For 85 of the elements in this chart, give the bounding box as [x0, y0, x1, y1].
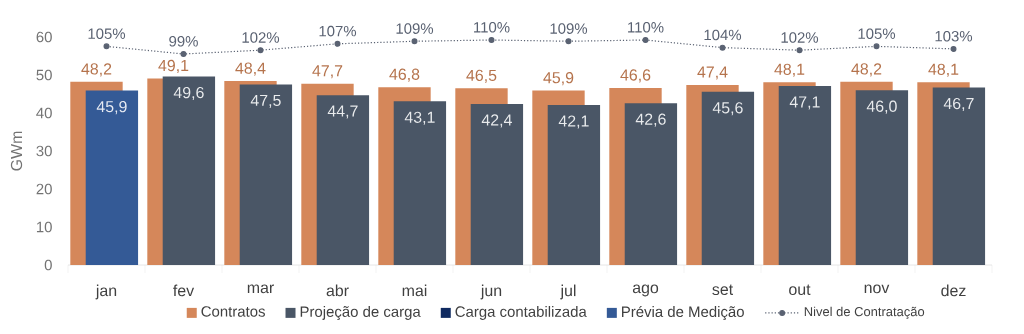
bar [624, 103, 678, 265]
data-label: 105% [88, 28, 126, 39]
data-label: 45,9 [96, 100, 127, 115]
data-label: 42,1 [558, 115, 589, 129]
data-label: 48,2 [851, 63, 882, 77]
point [719, 44, 726, 51]
data-label: 46,0 [866, 100, 897, 114]
bar [393, 101, 447, 265]
legend-label: Carga contabilizada [455, 305, 587, 320]
data-label: 48,1 [774, 63, 805, 77]
x-tick-label: jun [480, 284, 502, 300]
data-label: 47,7 [312, 65, 343, 79]
x-tick-label: mai [402, 284, 427, 297]
point [180, 50, 187, 57]
point [411, 38, 418, 45]
x-tick-label: ago [632, 284, 659, 297]
x-tick-label: abr [326, 284, 349, 297]
data-label: 46,6 [620, 69, 651, 83]
data-label: 107% [319, 25, 357, 37]
data-label: 105% [858, 28, 896, 39]
data-label: 46,5 [466, 69, 497, 83]
y-tick-label: 10 [36, 221, 52, 233]
data-label: 102% [242, 32, 280, 43]
point [950, 45, 957, 52]
data-label: 47,4 [697, 66, 728, 80]
data-label: 110% [628, 22, 664, 33]
data-label: 47,1 [789, 96, 820, 110]
x-tick-label: fev [173, 284, 195, 297]
data-label: 46,8 [389, 68, 420, 82]
bar [701, 91, 755, 265]
legend-label: Projeção de carga [300, 305, 421, 320]
data-label: 44,7 [327, 105, 358, 119]
bar [855, 90, 909, 265]
data-label: 104% [704, 29, 742, 41]
y-tick-label: 50 [36, 69, 52, 81]
x-tick-label: jan [95, 284, 117, 300]
bar [162, 76, 216, 265]
point [103, 43, 110, 50]
data-label: 103% [935, 30, 973, 42]
bar [778, 86, 832, 265]
x-tick-label: jul [560, 284, 576, 300]
data-label: 43,1 [404, 111, 435, 125]
legend-label: Nivel de Contratação [804, 306, 925, 319]
y-tick-label: 40 [36, 107, 52, 119]
data-label: 46,7 [943, 97, 974, 112]
y-tick-label: 30 [36, 145, 52, 157]
bar [85, 90, 139, 265]
x-tick-label: set [712, 284, 734, 295]
y-tick-label: 60 [36, 31, 52, 43]
point [565, 38, 572, 45]
data-label: 102% [781, 32, 819, 43]
data-label: 109% [396, 23, 434, 34]
y-tick-label: 0 [44, 259, 52, 271]
bar [470, 103, 524, 265]
data-label: 48,4 [235, 62, 266, 76]
point [488, 36, 495, 43]
y-axis-title: GWm [10, 131, 23, 171]
data-label: 48,2 [81, 63, 112, 77]
data-label: 109% [550, 23, 588, 34]
bar [239, 84, 293, 265]
y-tick-label: 20 [36, 183, 52, 195]
data-label: 45,9 [543, 72, 574, 86]
data-label: 42,4 [481, 114, 512, 128]
data-label: 48,1 [928, 63, 959, 77]
bar [932, 87, 986, 265]
point [334, 40, 341, 47]
x-tick-label: dez [941, 284, 966, 297]
bar [316, 95, 370, 265]
point [796, 47, 803, 54]
data-label: 49,6 [173, 86, 204, 101]
data-label: 47,5 [250, 94, 281, 108]
point [642, 36, 649, 43]
data-label: 49,1 [158, 59, 189, 74]
x-tick-label: out [789, 284, 811, 295]
bar [547, 105, 601, 265]
point [257, 47, 264, 54]
point [873, 43, 880, 50]
data-label: 99% [169, 36, 198, 47]
data-label: 110% [474, 22, 510, 33]
legend-label: Contratos [201, 306, 265, 317]
x-tick-label: mar [247, 284, 274, 294]
x-tick-label: nov [864, 284, 890, 294]
data-label: 45,6 [712, 102, 743, 116]
legend-label: Prévia de Medição [622, 305, 744, 321]
data-label: 42,6 [635, 113, 666, 127]
